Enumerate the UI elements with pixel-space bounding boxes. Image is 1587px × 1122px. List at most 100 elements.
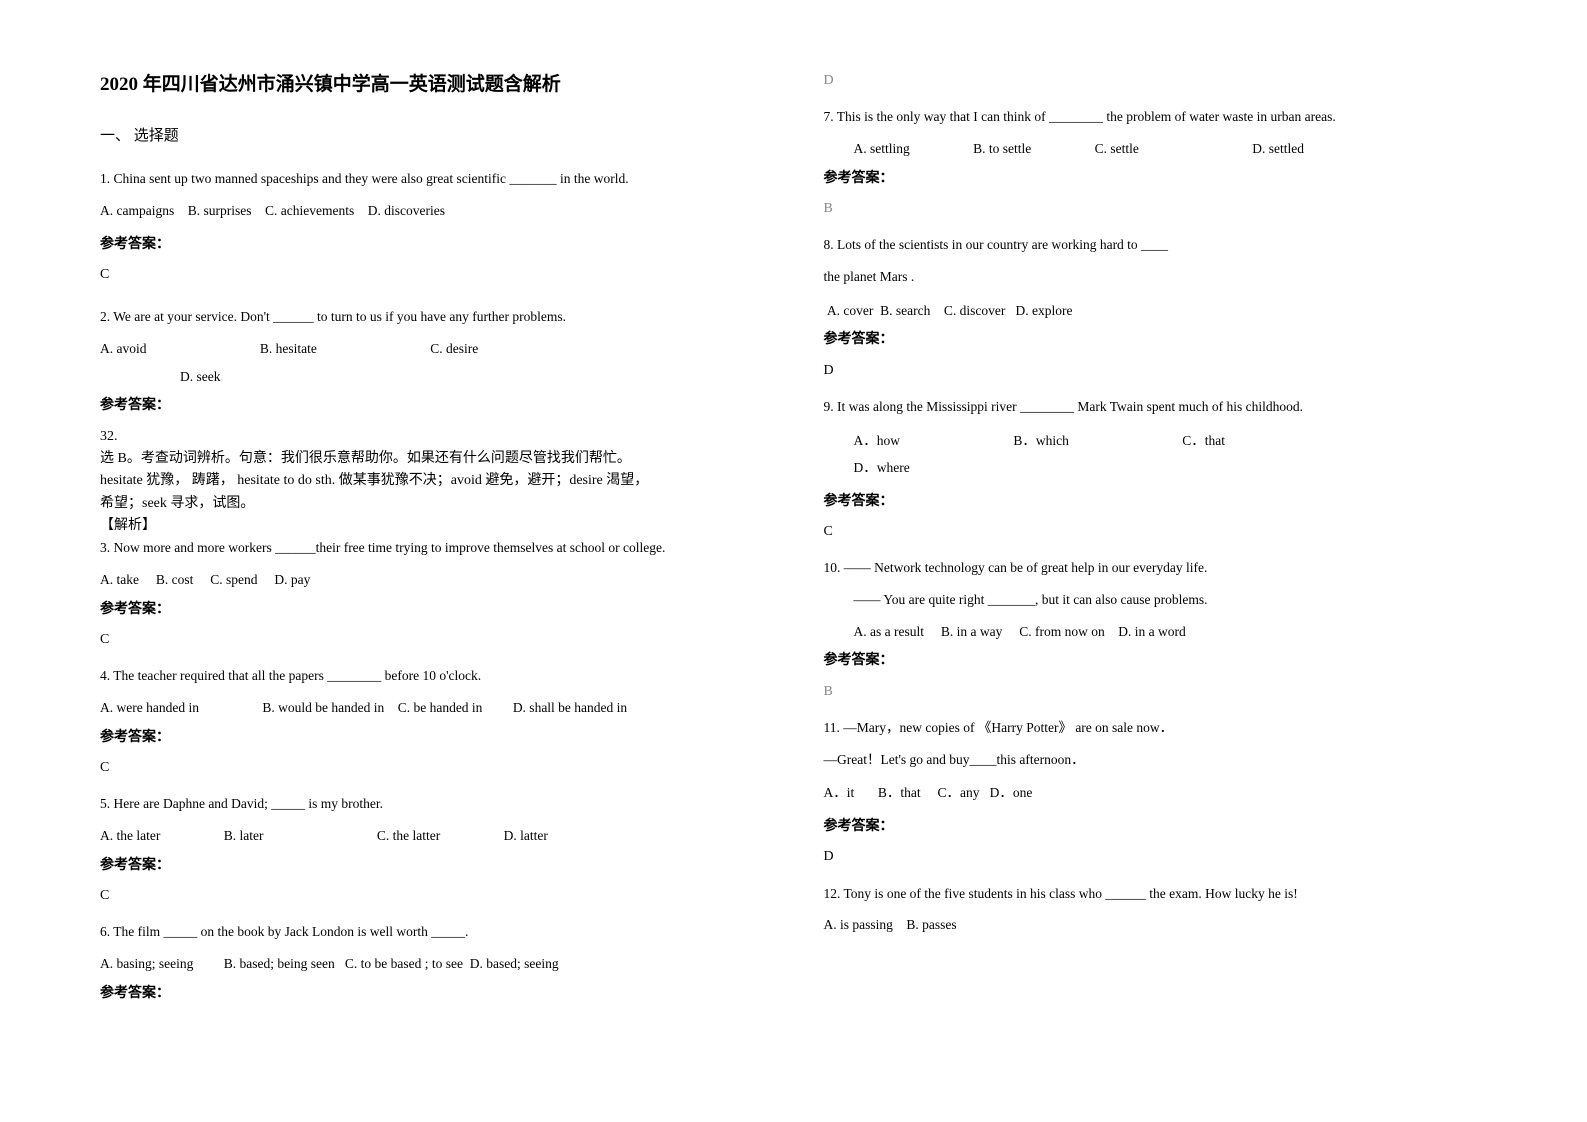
document-title: 2020 年四川省达州市涌兴镇中学高一英语测试题含解析 xyxy=(100,70,764,100)
answer-label: 参考答案： xyxy=(824,168,1488,190)
answer-label: 参考答案： xyxy=(824,650,1488,672)
q2-option-c: C. desire xyxy=(430,341,478,356)
q8-option-b: B. search xyxy=(880,303,930,318)
answer-label: 参考答案： xyxy=(100,727,764,749)
answer-label: 参考答案： xyxy=(824,816,1488,838)
question-10-options: A. as a result B. in a way C. from now o… xyxy=(824,621,1488,643)
q4-answer: C xyxy=(100,757,764,779)
q9-option-d: D．where xyxy=(854,460,910,475)
q9-answer: C xyxy=(824,521,1488,543)
question-8-options: A. cover B. search C. discover D. explor… xyxy=(824,300,1488,322)
question-9: 9. It was along the Mississippi river __… xyxy=(824,396,1488,418)
q2-explanation-2: hesitate 犹豫， 踌躇， hesitate to do sth. 做某事… xyxy=(100,470,764,492)
q5-answer: C xyxy=(100,885,764,907)
q11-option-d: D．one xyxy=(990,785,1033,800)
question-7: 7. This is the only way that I can think… xyxy=(824,106,1488,128)
question-8-line1: 8. Lots of the scientists in our country… xyxy=(824,234,1488,256)
q2-option-a: A. avoid xyxy=(100,338,147,360)
q1-option-c: C. achievements xyxy=(265,203,354,218)
q10-option-c: C. from now on xyxy=(1019,624,1105,639)
q5-option-c: C. the latter xyxy=(377,825,440,847)
q2-explanation-3: 希望；seek 寻求，试图。 xyxy=(100,493,764,515)
q6-answer: D xyxy=(824,70,1488,92)
q12-option-a: A. is passing xyxy=(824,917,893,932)
question-11-line1: 11. —Mary，new copies of 《Harry Potter》 a… xyxy=(824,717,1488,739)
q12-option-b: B. passes xyxy=(906,917,956,932)
answer-label: 参考答案： xyxy=(100,234,764,256)
question-12-options: A. is passing B. passes xyxy=(824,914,1488,936)
question-10-line1: 10. —— Network technology can be of grea… xyxy=(824,557,1488,579)
q8-option-c: C. discover xyxy=(944,303,1006,318)
q2-explanation-1: 选 B。考查动词辨析。句意：我们很乐意帮助你。如果还有什么问题尽管找我们帮忙。 xyxy=(100,448,764,470)
q9-option-b: B．which xyxy=(1013,430,1069,452)
question-3-options: A. take B. cost C. spend D. pay xyxy=(100,569,764,591)
q5-option-b: B. later xyxy=(224,825,264,847)
question-4-options: A. were handed in B. would be handed in … xyxy=(100,697,764,719)
q10-option-d: D. in a word xyxy=(1118,624,1186,639)
q2-option-d: D. seek xyxy=(100,369,221,384)
q6-option-b: B. based; being seen xyxy=(224,956,335,971)
q7-option-a: A. settling xyxy=(854,138,910,160)
question-5: 5. Here are Daphne and David; _____ is m… xyxy=(100,793,764,815)
question-2-options: A. avoid B. hesitate C. desire xyxy=(100,338,764,360)
q8-option-a: A. cover xyxy=(827,303,873,318)
q1-option-a: A. campaigns xyxy=(100,203,174,218)
q7-option-b: B. to settle xyxy=(973,138,1031,160)
q11-option-a: A．it xyxy=(824,785,855,800)
q6-option-c: C. to be based ; to see xyxy=(345,956,463,971)
q3-option-d: D. pay xyxy=(274,572,310,587)
question-5-options: A. the later B. later C. the latter D. l… xyxy=(100,825,764,847)
q2-explanation-4: 【解析】 xyxy=(100,515,764,537)
q1-option-b: B. surprises xyxy=(188,203,252,218)
q4-option-a: A. were handed in xyxy=(100,697,199,719)
q4-option-b: B. would be handed in xyxy=(262,700,384,715)
question-6-options: A. basing; seeing B. based; being seen C… xyxy=(100,953,764,975)
q7-option-d: D. settled xyxy=(1252,141,1304,156)
q4-option-c: C. be handed in xyxy=(398,700,483,715)
q10-answer: B xyxy=(824,681,1488,703)
q6-option-d: D. based; seeing xyxy=(470,956,559,971)
q2-option-b: B. hesitate xyxy=(260,338,317,360)
q7-answer: B xyxy=(824,198,1488,220)
answer-label: 参考答案： xyxy=(100,599,764,621)
answer-label: 参考答案： xyxy=(100,983,764,1005)
q10-option-b: B. in a way xyxy=(941,624,1003,639)
q3-option-c: C. spend xyxy=(210,572,257,587)
q3-option-b: B. cost xyxy=(156,572,194,587)
q4-option-d: D. shall be handed in xyxy=(513,700,627,715)
question-2-options-2: D. seek xyxy=(100,366,764,388)
q9-option-a: A．how xyxy=(854,430,901,452)
q8-answer: D xyxy=(824,360,1488,382)
question-9-options: A．how B．which C．that xyxy=(824,430,1488,452)
q9-option-c: C．that xyxy=(1182,433,1225,448)
question-3: 3. Now more and more workers ______their… xyxy=(100,537,764,559)
document-page: 2020 年四川省达州市涌兴镇中学高一英语测试题含解析 一、 选择题 1. Ch… xyxy=(100,70,1487,1013)
answer-label: 参考答案： xyxy=(100,395,764,417)
question-4: 4. The teacher required that all the pap… xyxy=(100,665,764,687)
answer-label: 参考答案： xyxy=(100,855,764,877)
q1-answer: C xyxy=(100,264,764,286)
q11-option-b: B．that xyxy=(878,785,921,800)
q11-option-c: C．any xyxy=(938,785,980,800)
question-1-options: A. campaigns B. surprises C. achievement… xyxy=(100,200,764,222)
question-8-line2: the planet Mars . xyxy=(824,266,1488,288)
q7-option-c: C. settle xyxy=(1095,138,1139,160)
q10-option-a: A. as a result xyxy=(854,624,924,639)
question-1: 1. China sent up two manned spaceships a… xyxy=(100,168,764,190)
question-10-line2: —— You are quite right _______, but it c… xyxy=(824,589,1488,611)
question-11-options: A．it B．that C．any D．one xyxy=(824,782,1488,804)
answer-label: 参考答案： xyxy=(824,329,1488,351)
question-6: 6. The film _____ on the book by Jack Lo… xyxy=(100,921,764,943)
question-7-options: A. settling B. to settle C. settle D. se… xyxy=(824,138,1488,160)
q3-option-a: A. take xyxy=(100,572,139,587)
q1-option-d: D. discoveries xyxy=(368,203,445,218)
q8-option-d: D. explore xyxy=(1015,303,1072,318)
right-column: D 7. This is the only way that I can thi… xyxy=(824,70,1488,1013)
q6-option-a: A. basing; seeing xyxy=(100,956,193,971)
left-column: 2020 年四川省达州市涌兴镇中学高一英语测试题含解析 一、 选择题 1. Ch… xyxy=(100,70,764,1013)
q11-answer: D xyxy=(824,846,1488,868)
question-11-line2: —Great！Let's go and buy____this afternoo… xyxy=(824,749,1488,771)
q2-answer: 32. xyxy=(100,426,764,448)
question-9-options-2: D．where xyxy=(824,457,1488,479)
section-heading: 一、 选择题 xyxy=(100,124,764,148)
